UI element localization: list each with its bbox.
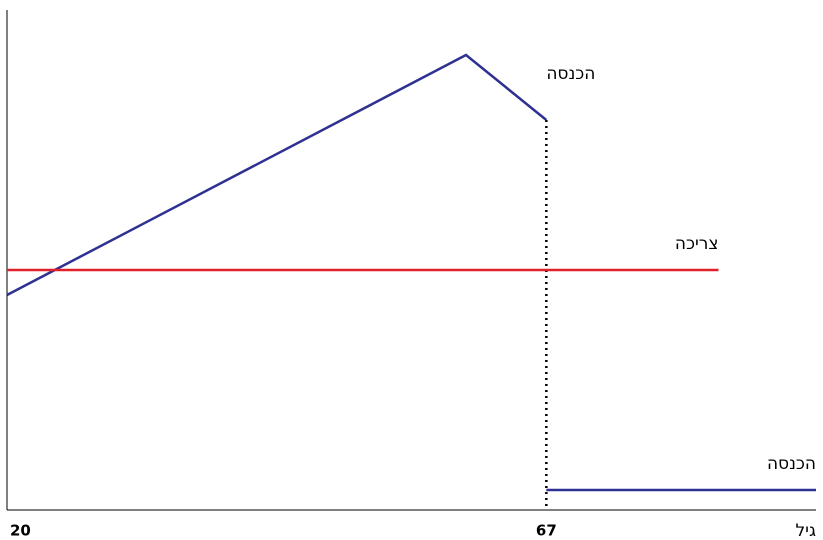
x-tick-label: 20 (10, 522, 31, 540)
series-label: צריכה (675, 234, 719, 254)
x-axis-label: גיל (796, 521, 816, 540)
x-tick-label: 67 (536, 522, 557, 540)
line-series (6, 53, 548, 297)
series-label: הכנסה (767, 454, 816, 474)
series-label: הכנסה (546, 64, 595, 84)
